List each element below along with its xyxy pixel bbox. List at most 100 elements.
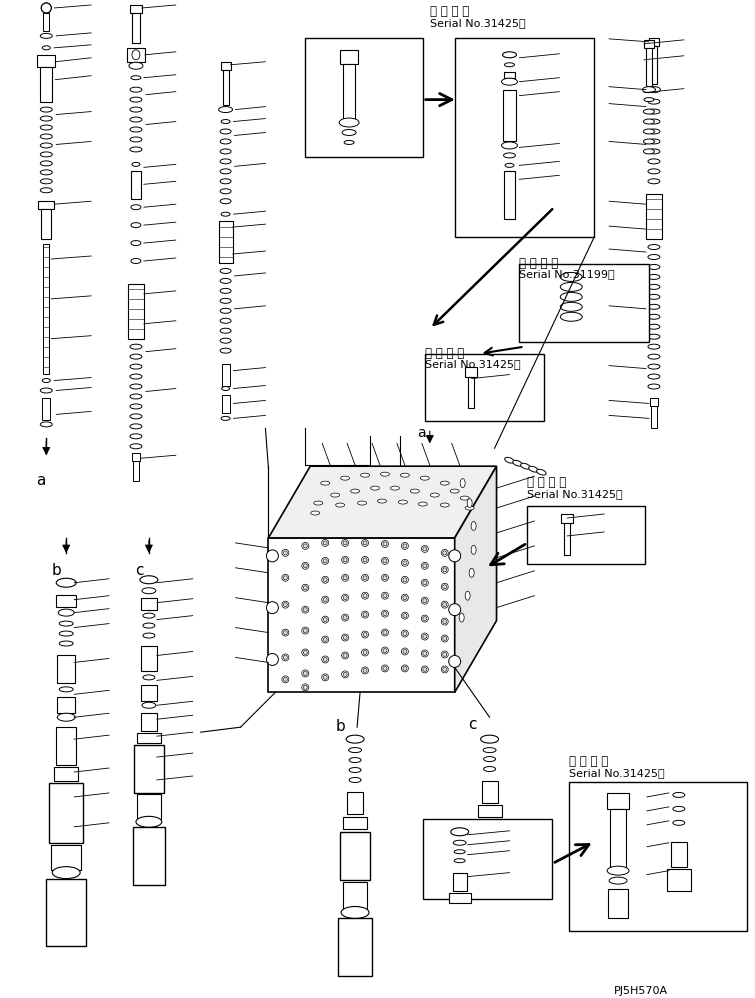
Ellipse shape bbox=[643, 87, 655, 93]
Circle shape bbox=[322, 596, 328, 603]
Bar bbox=[347, 792, 363, 813]
Ellipse shape bbox=[483, 748, 496, 752]
Bar bbox=[137, 734, 161, 744]
Bar bbox=[455, 38, 594, 238]
Circle shape bbox=[442, 620, 447, 624]
Ellipse shape bbox=[440, 503, 449, 507]
Circle shape bbox=[282, 601, 289, 608]
Bar bbox=[141, 598, 157, 610]
Circle shape bbox=[362, 631, 368, 638]
Circle shape bbox=[448, 604, 461, 616]
Bar bbox=[608, 888, 628, 918]
Ellipse shape bbox=[222, 386, 230, 390]
Bar bbox=[569, 782, 747, 931]
Circle shape bbox=[403, 561, 407, 565]
Ellipse shape bbox=[361, 473, 369, 477]
Ellipse shape bbox=[673, 792, 685, 797]
Circle shape bbox=[383, 649, 387, 653]
Polygon shape bbox=[269, 538, 455, 693]
Circle shape bbox=[421, 562, 428, 569]
Ellipse shape bbox=[643, 129, 655, 134]
Circle shape bbox=[383, 576, 387, 580]
Ellipse shape bbox=[537, 469, 546, 475]
Ellipse shape bbox=[220, 318, 231, 323]
Circle shape bbox=[304, 629, 307, 633]
Circle shape bbox=[302, 649, 309, 656]
Circle shape bbox=[323, 559, 327, 563]
Bar bbox=[425, 353, 544, 421]
Ellipse shape bbox=[221, 120, 230, 124]
Ellipse shape bbox=[560, 282, 582, 291]
Bar bbox=[503, 90, 516, 142]
Circle shape bbox=[383, 559, 387, 563]
Bar bbox=[141, 714, 157, 732]
Bar bbox=[132, 453, 140, 461]
Bar bbox=[305, 38, 423, 158]
Circle shape bbox=[342, 614, 349, 621]
Circle shape bbox=[421, 579, 428, 586]
Bar bbox=[343, 881, 367, 909]
Circle shape bbox=[442, 585, 447, 589]
Circle shape bbox=[343, 673, 347, 677]
Circle shape bbox=[362, 539, 368, 546]
Circle shape bbox=[421, 650, 428, 657]
Circle shape bbox=[421, 666, 428, 673]
Bar bbox=[464, 366, 476, 376]
Circle shape bbox=[363, 633, 367, 637]
Circle shape bbox=[402, 594, 408, 601]
Ellipse shape bbox=[648, 159, 660, 164]
Circle shape bbox=[402, 648, 408, 655]
Ellipse shape bbox=[40, 107, 52, 112]
Ellipse shape bbox=[644, 98, 654, 102]
Circle shape bbox=[323, 541, 327, 545]
Ellipse shape bbox=[648, 324, 660, 329]
Ellipse shape bbox=[648, 169, 660, 174]
Ellipse shape bbox=[42, 3, 51, 13]
Circle shape bbox=[42, 3, 51, 13]
Ellipse shape bbox=[132, 163, 140, 167]
Ellipse shape bbox=[142, 703, 156, 709]
Circle shape bbox=[282, 676, 289, 683]
Ellipse shape bbox=[131, 223, 141, 228]
Ellipse shape bbox=[455, 858, 465, 862]
Bar bbox=[564, 523, 570, 555]
Text: Serial No.31425～: Serial No.31425～ bbox=[528, 489, 623, 499]
Ellipse shape bbox=[648, 99, 660, 104]
Text: c: c bbox=[467, 718, 476, 733]
Ellipse shape bbox=[130, 87, 142, 92]
Ellipse shape bbox=[648, 245, 660, 250]
Circle shape bbox=[282, 574, 289, 581]
Ellipse shape bbox=[648, 149, 660, 154]
Bar bbox=[478, 805, 501, 816]
Ellipse shape bbox=[648, 139, 660, 144]
Circle shape bbox=[283, 631, 288, 635]
Circle shape bbox=[304, 686, 307, 690]
Circle shape bbox=[421, 597, 428, 604]
Text: 適 用 号 機: 適 用 号 機 bbox=[430, 5, 469, 18]
Circle shape bbox=[323, 598, 327, 602]
Circle shape bbox=[442, 653, 447, 657]
Ellipse shape bbox=[560, 302, 582, 311]
Bar bbox=[43, 13, 49, 31]
Bar bbox=[130, 5, 142, 13]
Bar bbox=[519, 264, 649, 341]
Bar bbox=[49, 783, 83, 842]
Circle shape bbox=[322, 636, 328, 643]
Circle shape bbox=[441, 618, 448, 625]
Ellipse shape bbox=[220, 129, 231, 134]
Circle shape bbox=[304, 544, 307, 548]
Bar bbox=[56, 595, 76, 607]
Text: Serial No.31199～: Serial No.31199～ bbox=[519, 269, 615, 279]
Text: Serial No.31425～: Serial No.31425～ bbox=[425, 358, 520, 368]
Circle shape bbox=[283, 678, 288, 682]
Ellipse shape bbox=[349, 757, 361, 762]
Circle shape bbox=[423, 652, 427, 656]
Ellipse shape bbox=[505, 164, 514, 168]
Ellipse shape bbox=[648, 334, 660, 339]
Bar bbox=[37, 55, 55, 67]
Circle shape bbox=[441, 601, 448, 608]
Circle shape bbox=[381, 592, 389, 599]
Ellipse shape bbox=[142, 588, 156, 594]
Circle shape bbox=[302, 606, 309, 613]
Ellipse shape bbox=[501, 142, 517, 149]
